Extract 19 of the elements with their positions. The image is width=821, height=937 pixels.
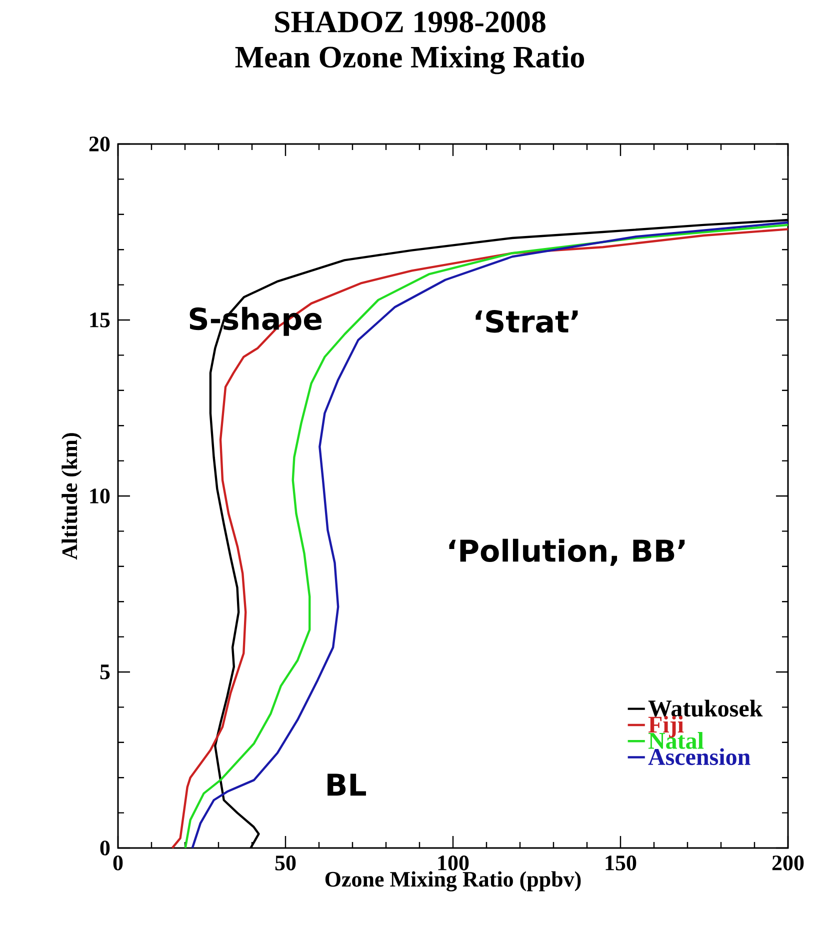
y-tick-label: 10	[90, 488, 110, 504]
chart-title: SHADOZ 1998-2008	[275, 12, 546, 32]
y-tick-label: 0	[100, 840, 110, 856]
x-tick-label: 50	[275, 856, 296, 870]
x-tick-label: 0	[113, 856, 123, 870]
chart-subtitle: Mean Ozone Mixing Ratio	[235, 46, 584, 74]
annotation: ‘Pollution, BB’	[449, 538, 685, 566]
y-axis-title: Altitude (km)	[62, 433, 82, 560]
x-axis-title: Ozone Mixing Ratio (ppbv)	[325, 871, 581, 892]
annotation: BL	[328, 774, 366, 796]
y-tick-label: 5	[100, 664, 110, 680]
annotation: ‘Strat’	[476, 310, 578, 333]
y-tick-label: 15	[90, 312, 110, 328]
x-tick-label: 100	[438, 856, 469, 870]
legend-label: Ascension	[648, 748, 750, 766]
y-tick-label: 20	[89, 136, 110, 152]
legend-label: Watukosek	[648, 700, 763, 717]
x-tick-label: 200	[772, 856, 804, 870]
x-tick-label: 150	[606, 856, 636, 870]
